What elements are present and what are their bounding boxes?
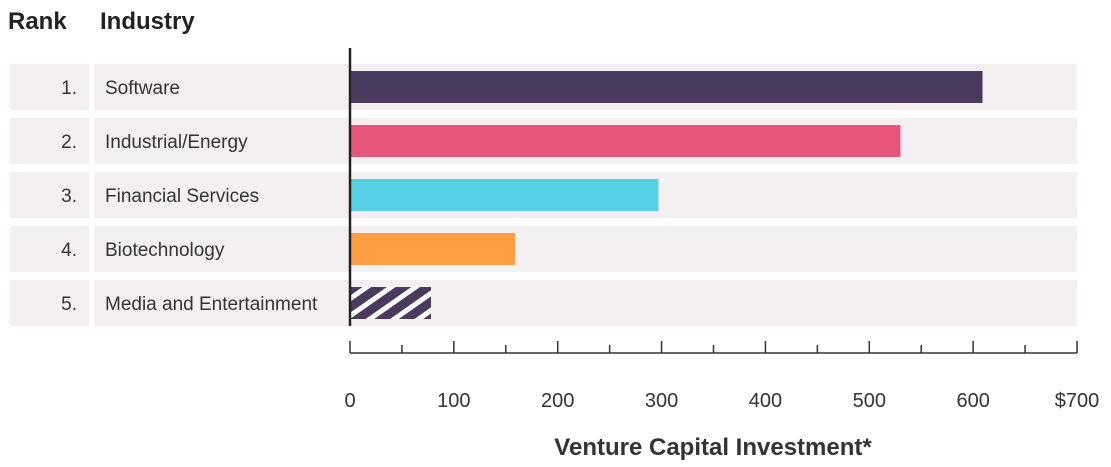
industry-column-header: Industry [100, 8, 195, 35]
rank-label: 4. [61, 240, 77, 261]
bar-industrial-energy [350, 125, 901, 157]
x-tick-label: 0 [344, 390, 355, 412]
row-rank-cell [10, 226, 89, 272]
rank-label: 1. [61, 78, 77, 99]
x-tick-label: 200 [541, 390, 574, 412]
industry-label: Media and Entertainment [105, 294, 318, 315]
row-industry-cell [94, 280, 350, 326]
x-tick-label: 100 [437, 390, 470, 412]
row-bar-track [350, 280, 1077, 326]
x-tick-label: $700 [1055, 390, 1100, 412]
row-industry-cell [94, 118, 350, 164]
bar-software [350, 71, 983, 103]
industry-label: Software [105, 78, 180, 99]
bar-media-and-entertainment [350, 287, 432, 319]
row-rank-cell [10, 118, 89, 164]
industry-label: Industrial/Energy [105, 132, 248, 153]
row-industry-cell [94, 64, 350, 110]
row-rank-cell [10, 64, 89, 110]
row-rank-cell [10, 172, 89, 218]
x-tick-label: 500 [853, 390, 886, 412]
row-industry-cell [94, 226, 350, 272]
rank-label: 2. [61, 132, 77, 153]
rank-label: 3. [61, 186, 77, 207]
x-tick-label: 400 [749, 390, 782, 412]
x-tick-label: 300 [645, 390, 678, 412]
row-industry-cell [94, 172, 350, 218]
bar-financial-services [350, 179, 659, 211]
industry-label: Biotechnology [105, 240, 225, 261]
industry-label: Financial Services [105, 186, 259, 207]
row-rank-cell [10, 280, 89, 326]
x-tick-label: 600 [956, 390, 989, 412]
rank-column-header: Rank [8, 8, 67, 35]
rank-label: 5. [61, 294, 77, 315]
bar-biotechnology [350, 233, 516, 265]
x-axis-label: Venture Capital Investment* [554, 434, 872, 461]
